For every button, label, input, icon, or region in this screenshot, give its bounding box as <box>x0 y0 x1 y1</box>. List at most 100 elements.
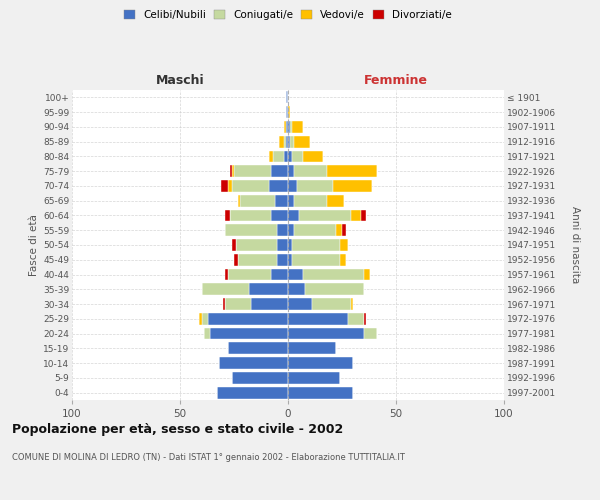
Bar <box>221 180 227 192</box>
Bar <box>303 268 364 280</box>
Bar <box>334 180 372 192</box>
Bar <box>299 210 350 222</box>
Bar <box>312 298 350 310</box>
Bar <box>288 357 353 369</box>
Bar <box>232 372 288 384</box>
Bar <box>269 180 288 192</box>
Bar <box>288 298 312 310</box>
Bar <box>202 313 208 324</box>
Bar <box>295 166 327 177</box>
Bar <box>286 136 288 147</box>
Bar <box>269 150 273 162</box>
Bar <box>210 328 288 340</box>
Bar <box>226 224 277 236</box>
Y-axis label: Fasce di età: Fasce di età <box>29 214 39 276</box>
Bar <box>208 313 288 324</box>
Bar <box>292 254 340 266</box>
Bar <box>292 239 340 251</box>
Bar <box>277 254 288 266</box>
Bar <box>232 180 269 192</box>
Bar <box>361 210 366 222</box>
Bar <box>295 224 335 236</box>
Bar <box>234 166 271 177</box>
Bar <box>232 166 234 177</box>
Bar <box>238 195 241 206</box>
Text: COMUNE DI MOLINA DI LEDRO (TN) - Dati ISTAT 1° gennaio 2002 - Elaborazione TUTTI: COMUNE DI MOLINA DI LEDRO (TN) - Dati IS… <box>12 452 405 462</box>
Bar <box>364 313 366 324</box>
Bar <box>199 313 202 324</box>
Bar <box>232 239 236 251</box>
Text: Femmine: Femmine <box>364 74 428 87</box>
Bar <box>230 166 232 177</box>
Text: Popolazione per età, sesso e stato civile - 2002: Popolazione per età, sesso e stato civil… <box>12 422 343 436</box>
Bar <box>219 357 288 369</box>
Bar <box>288 210 299 222</box>
Bar <box>241 195 275 206</box>
Y-axis label: Anni di nascita: Anni di nascita <box>570 206 580 284</box>
Bar <box>288 342 335 354</box>
Bar <box>227 180 232 192</box>
Bar <box>292 150 303 162</box>
Bar <box>350 210 361 222</box>
Bar <box>286 92 288 104</box>
Bar <box>288 106 290 118</box>
Bar <box>295 195 327 206</box>
Bar <box>327 166 377 177</box>
Bar <box>342 224 346 236</box>
Bar <box>275 195 288 206</box>
Bar <box>273 150 284 162</box>
Bar <box>226 298 251 310</box>
Bar <box>286 106 288 118</box>
Bar <box>226 210 230 222</box>
Bar <box>327 195 344 206</box>
Bar <box>277 224 288 236</box>
Bar <box>284 150 288 162</box>
Bar <box>350 298 353 310</box>
Bar <box>288 166 295 177</box>
Bar <box>271 166 288 177</box>
Bar <box>335 224 342 236</box>
Bar <box>271 268 288 280</box>
Bar <box>202 284 249 295</box>
Bar <box>364 328 377 340</box>
Bar <box>288 328 364 340</box>
Bar <box>230 210 271 222</box>
Bar <box>288 136 290 147</box>
Bar <box>288 268 303 280</box>
Bar <box>288 254 292 266</box>
Bar <box>288 121 290 133</box>
Bar <box>288 313 349 324</box>
Bar <box>288 386 353 398</box>
Bar <box>286 121 288 133</box>
Bar <box>288 284 305 295</box>
Bar <box>288 195 295 206</box>
Bar <box>223 298 226 310</box>
Bar <box>288 180 296 192</box>
Bar <box>349 313 364 324</box>
Bar <box>288 239 292 251</box>
Bar <box>284 121 286 133</box>
Bar <box>284 136 286 147</box>
Bar <box>251 298 288 310</box>
Bar <box>271 210 288 222</box>
Bar <box>234 254 238 266</box>
Bar <box>305 284 364 295</box>
Bar <box>292 121 303 133</box>
Text: Maschi: Maschi <box>155 74 205 87</box>
Bar <box>290 136 295 147</box>
Bar <box>296 180 334 192</box>
Bar <box>280 136 284 147</box>
Bar <box>204 328 210 340</box>
Bar <box>340 239 349 251</box>
Bar <box>340 254 346 266</box>
Bar <box>236 239 277 251</box>
Bar <box>227 268 271 280</box>
Bar <box>288 372 340 384</box>
Bar <box>364 268 370 280</box>
Bar <box>290 121 292 133</box>
Bar <box>288 224 295 236</box>
Bar <box>249 284 288 295</box>
Bar <box>217 386 288 398</box>
Legend: Celibi/Nubili, Coniugati/e, Vedovi/e, Divorziati/e: Celibi/Nubili, Coniugati/e, Vedovi/e, Di… <box>122 8 454 22</box>
Bar <box>226 268 227 280</box>
